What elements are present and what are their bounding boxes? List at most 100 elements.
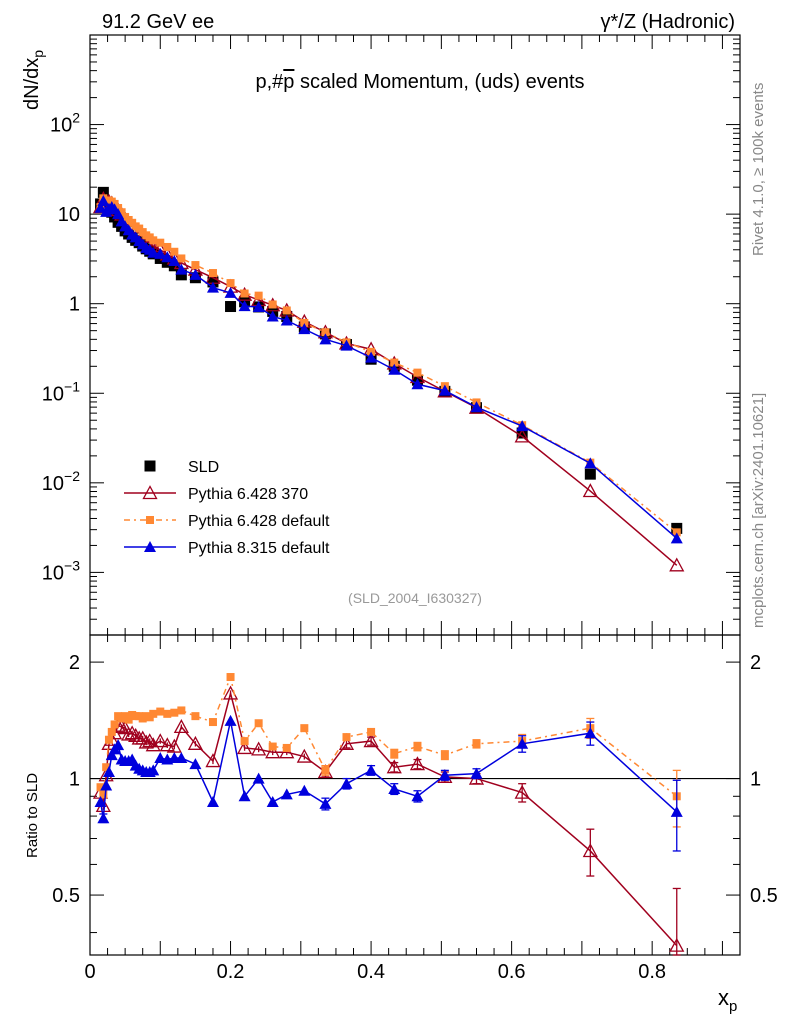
series-py8 <box>94 195 683 544</box>
ratio-point-py8 <box>105 749 118 761</box>
data-point-py6_default <box>321 328 330 337</box>
ratio-y-tick-label-right: 1 <box>750 769 761 791</box>
data-point-py6_default <box>390 358 399 367</box>
ratio-point-py6_default <box>96 783 105 792</box>
data-point-py8 <box>319 333 332 345</box>
main-y-axis-label: dN/dxp <box>21 50 46 110</box>
ratio-point-py8 <box>100 779 113 791</box>
x-tick-label: 0 <box>84 961 95 983</box>
ratio-point-py6_370 <box>251 741 267 756</box>
data-point-py8 <box>161 251 174 263</box>
header-left-label: 91.2 GeV ee <box>102 11 214 33</box>
ratio-point-py6_370 <box>205 753 221 768</box>
data-point-py8 <box>266 310 279 322</box>
y-tick-label-exp: −1 <box>64 378 80 394</box>
ratio-point-py6_370 <box>237 740 253 755</box>
data-point-py8 <box>189 268 202 280</box>
y-tick-label-exp: −2 <box>64 468 80 484</box>
ratio-point-py6_default <box>268 742 277 751</box>
ratio-point-py8 <box>584 727 597 739</box>
y-tick-label: 10−1 <box>42 378 80 405</box>
data-point-py8 <box>365 351 378 363</box>
data-point-py8 <box>298 323 311 335</box>
data-point-sld <box>161 256 173 268</box>
ratio-point-py6_370 <box>173 719 189 734</box>
ratio-y-tick-label-right: 0.5 <box>750 885 778 907</box>
ratio-plot-frame <box>89 634 741 956</box>
legend-entry-py6_370: Pythia 6.428 370 <box>124 485 308 503</box>
ratio-point-py8 <box>147 764 160 776</box>
legend-label: SLD <box>188 459 219 476</box>
ratio-point-py6_370 <box>409 756 426 771</box>
data-point-py6_default <box>240 289 249 298</box>
data-point-py6_default <box>114 204 123 213</box>
series-py6_370 <box>92 191 685 572</box>
ratio-point-py8 <box>388 782 401 794</box>
data-point-py8 <box>584 457 597 469</box>
data-point-py6_default <box>208 269 217 278</box>
data-point-sld <box>175 269 187 281</box>
ratio-point-py8 <box>189 758 202 770</box>
ratio-y-axis-label: Ratio to SLD <box>24 773 41 858</box>
main-y-axis-label-sub: p <box>30 50 46 58</box>
ratio-point-py6_default <box>226 673 235 682</box>
ratio-point-py8 <box>154 752 167 764</box>
y-tick-label: 10−3 <box>42 557 80 584</box>
ratio-point-py6_default <box>110 720 119 729</box>
series-line-py6_370 <box>99 197 678 566</box>
ratio-point-py6_370 <box>145 737 161 752</box>
ratio-point-py6_370 <box>582 843 598 858</box>
data-point-py8 <box>340 339 353 351</box>
title-overline-p: p <box>283 71 294 93</box>
ratio-point-py6_370 <box>514 784 530 799</box>
ratio-point-py6_370 <box>128 727 144 742</box>
data-point-sld <box>516 427 528 439</box>
x-axis-label-sub: p <box>729 998 737 1015</box>
data-point-py8 <box>280 314 293 326</box>
main-title: p,#p scaled Momentum, (uds) events <box>255 71 584 93</box>
ratio-point-py8 <box>97 812 110 824</box>
y-tick-label-base: 10 <box>42 562 64 584</box>
x-tick-label: 0.2 <box>217 961 245 983</box>
rivet-label: Rivet 4.1.0, ≥ 100k events <box>750 83 767 256</box>
data-point-py6_default <box>117 208 126 217</box>
ratio-point-py6_370 <box>363 733 379 748</box>
data-point-py6_default <box>254 291 263 300</box>
legend-entry-py6_default: Pythia 6.428 default <box>124 513 330 530</box>
data-point-py6_default <box>300 318 309 327</box>
ratio-point-py6_370 <box>159 737 175 752</box>
ratio-point-py8 <box>365 764 378 776</box>
ratio-point-py8 <box>298 784 311 796</box>
x-axis: 0 0.2 0.4 0.6 0.8 <box>84 635 741 983</box>
data-point-py6_370 <box>582 483 598 498</box>
legend-entry-py8: Pythia 8.315 default <box>124 540 330 557</box>
x-axis-label: xp <box>718 985 737 1015</box>
data-point-py8 <box>97 195 110 207</box>
data-point-py8 <box>670 532 683 544</box>
ratio-point-py8 <box>252 772 265 784</box>
data-point-py8 <box>224 286 237 298</box>
ratio-point-py6_default <box>156 707 165 716</box>
ratio-point-py8 <box>224 714 237 726</box>
main-y-axis-label-base: dN/dx <box>21 58 43 110</box>
data-point-py6_default <box>191 261 200 270</box>
ratio-point-py6_default <box>124 715 133 724</box>
ratio-point-py6_370 <box>124 725 140 740</box>
data-point-py8 <box>206 281 219 293</box>
ratio-point-py6_default <box>208 718 217 727</box>
ratio-point-py8 <box>102 765 115 777</box>
legend-label: Pythia 8.315 default <box>188 540 330 557</box>
ratio-series-py8 <box>94 714 683 852</box>
data-point-py8 <box>238 300 251 312</box>
y-tick-label-base: 10 <box>42 383 64 405</box>
data-point-py8 <box>438 384 451 396</box>
y-tick-label: 10 <box>58 204 80 226</box>
data-point-py8 <box>154 247 167 259</box>
ratio-point-py8 <box>175 752 188 764</box>
series-line-py8 <box>99 198 678 539</box>
ratio-point-py6_default <box>367 727 376 736</box>
legend-marker <box>142 485 158 500</box>
data-point-py8 <box>175 263 188 275</box>
ratio-point-py6_default <box>390 749 399 758</box>
